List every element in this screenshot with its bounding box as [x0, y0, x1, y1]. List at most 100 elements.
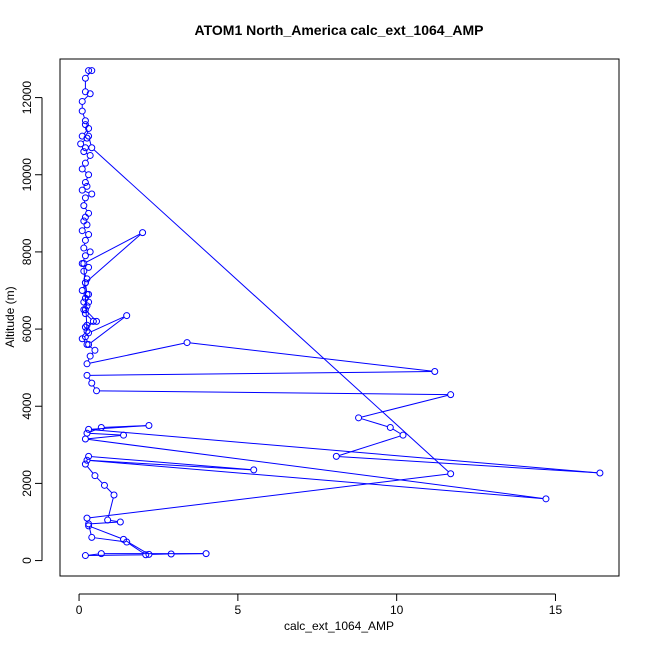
y-tick-label: 10000	[20, 158, 34, 192]
data-point	[83, 182, 91, 190]
series-line-segment	[84, 190, 90, 194]
data-point	[100, 481, 108, 489]
series-line-segment	[85, 127, 89, 134]
data-point	[78, 286, 86, 294]
data-point	[93, 387, 101, 395]
data-point	[83, 327, 91, 335]
data-point	[81, 194, 89, 202]
series-line-segment	[91, 521, 118, 525]
series-line-segment	[83, 130, 88, 135]
data-point	[139, 229, 147, 237]
data-point	[97, 423, 105, 431]
data-point	[83, 302, 91, 310]
data-point	[81, 213, 89, 221]
data-point	[88, 67, 96, 75]
series-line-segment	[90, 316, 125, 344]
series-line-segment	[88, 526, 92, 535]
data-point	[183, 339, 191, 347]
data-point	[83, 221, 91, 229]
data-point	[120, 431, 128, 439]
data-point	[83, 429, 91, 437]
series-line-segment	[86, 157, 90, 161]
series-line-segment	[85, 285, 88, 292]
series-line-segment	[89, 345, 93, 349]
series-line-segment	[104, 425, 146, 428]
data-point	[78, 97, 86, 105]
data-point	[167, 550, 175, 558]
series-line-segment	[86, 233, 141, 263]
data-point	[80, 244, 88, 252]
data-point	[86, 352, 94, 360]
series-line-segment	[96, 477, 103, 484]
y-tick-label: 4000	[20, 393, 34, 420]
data-point	[386, 423, 394, 431]
data-point	[78, 165, 86, 173]
x-tick-label: 10	[390, 603, 404, 617]
y-tick-label: 12000	[20, 81, 34, 115]
data-point	[81, 310, 89, 318]
data-point	[81, 144, 89, 152]
series-line-segment	[110, 520, 118, 523]
series-line-segment	[89, 342, 185, 364]
series-line-segment	[339, 456, 597, 474]
series-line-segment	[87, 234, 141, 282]
series-line-segment	[88, 554, 143, 557]
series-line-segment	[89, 473, 448, 519]
series-line-segment	[88, 553, 99, 556]
data-point	[85, 298, 93, 306]
data-point	[83, 341, 91, 349]
data-point	[81, 117, 89, 125]
data-point	[91, 472, 99, 480]
y-tick-label: 0	[20, 557, 34, 564]
data-point	[81, 252, 89, 260]
series-line-segment	[86, 466, 94, 474]
series-line-segment	[93, 149, 449, 473]
data-point	[85, 171, 93, 179]
data-point	[332, 452, 340, 460]
data-point	[81, 159, 89, 167]
series-line-segment	[87, 322, 95, 327]
y-tick-label: 8000	[20, 238, 34, 265]
data-point	[81, 74, 89, 82]
data-point	[116, 518, 124, 526]
data-point	[83, 371, 91, 379]
data-point	[81, 323, 89, 331]
series-line-segment	[89, 459, 251, 471]
data-point	[88, 144, 96, 152]
data-point	[104, 516, 112, 524]
data-point	[81, 552, 89, 560]
series-line-segment	[189, 342, 432, 372]
data-point	[86, 248, 94, 256]
series-line-segment	[82, 113, 85, 119]
series-line-segment	[88, 438, 544, 499]
data-point	[145, 550, 153, 558]
data-point	[85, 209, 93, 217]
chart-title: ATOM1 North_America calc_ext_1064_AMP	[195, 22, 484, 38]
data-point	[88, 190, 96, 198]
series-line-segment	[92, 385, 96, 389]
data-point	[85, 522, 93, 530]
data-point	[85, 452, 93, 460]
data-point	[542, 495, 550, 503]
data-point	[81, 460, 89, 468]
data-point	[86, 151, 94, 159]
data-point	[89, 317, 97, 325]
series-line-segment	[361, 394, 448, 418]
data-point	[86, 90, 94, 98]
data-point	[81, 435, 89, 443]
data-point	[77, 140, 85, 148]
series-line-segment	[84, 207, 88, 212]
data-point	[83, 456, 91, 464]
data-point	[81, 121, 89, 129]
data-point	[83, 514, 91, 522]
series-line-segment	[91, 429, 597, 474]
series-line-segment	[89, 432, 121, 436]
series-line-segment	[87, 315, 92, 320]
data-point	[85, 231, 93, 239]
data-point	[85, 132, 93, 140]
data-point	[93, 317, 101, 325]
series-layer	[77, 67, 604, 560]
data-point	[81, 178, 89, 186]
series-line-segment	[107, 497, 114, 518]
data-point	[97, 550, 105, 558]
